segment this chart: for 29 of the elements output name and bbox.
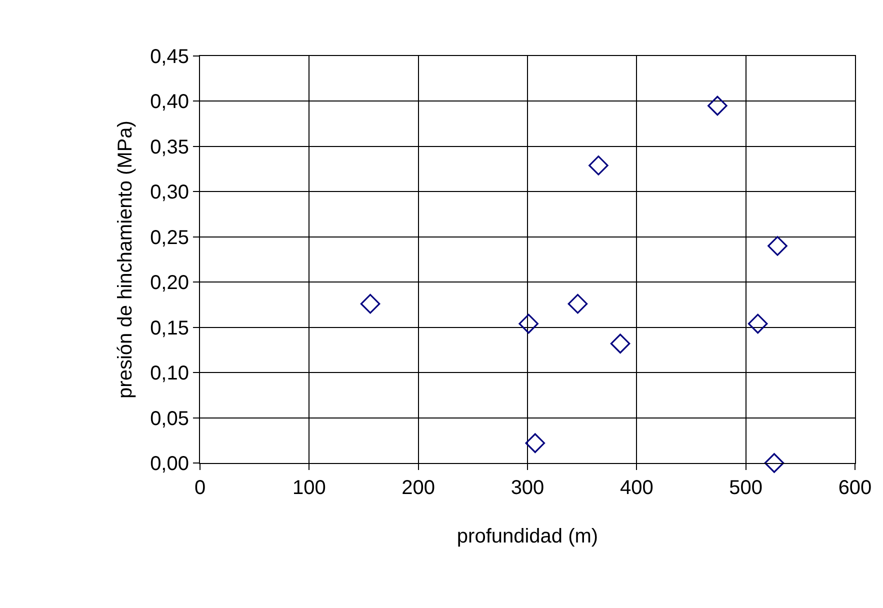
point	[588, 156, 608, 176]
x-tick-label: 0	[194, 477, 206, 499]
y-tick-label: 0,00	[150, 453, 189, 475]
point	[708, 96, 728, 116]
x-tick-label: 200	[402, 477, 436, 499]
x-tick-label: 300	[510, 477, 544, 499]
point	[518, 314, 538, 334]
x-tick-label: 400	[620, 477, 654, 499]
y-tick-label: 0,30	[150, 182, 189, 204]
y-axis-title: presión de hinchamiento (MPa)	[114, 120, 137, 398]
x-tick-label: 500	[729, 477, 763, 499]
point	[525, 433, 546, 453]
y-tick-label: 0,15	[150, 317, 189, 340]
y-tick-label: 0,05	[150, 408, 189, 430]
point	[360, 294, 380, 314]
x-axis-title: profundidad (m)	[456, 526, 598, 548]
point	[610, 334, 630, 354]
y-tick-label: 0,20	[150, 272, 189, 294]
x-tick-label: 100	[292, 477, 326, 499]
y-tick-label: 0,35	[150, 136, 189, 158]
y-tick-label: 0,10	[150, 362, 189, 385]
point	[768, 236, 788, 256]
point	[568, 294, 588, 314]
x-tick-label: 600	[838, 477, 872, 499]
y-tick-label: 0,45	[150, 46, 189, 68]
y-tick-label: 0,25	[150, 226, 189, 249]
y-tick-label: 0,40	[150, 91, 189, 114]
point	[748, 314, 768, 334]
point	[764, 453, 784, 473]
